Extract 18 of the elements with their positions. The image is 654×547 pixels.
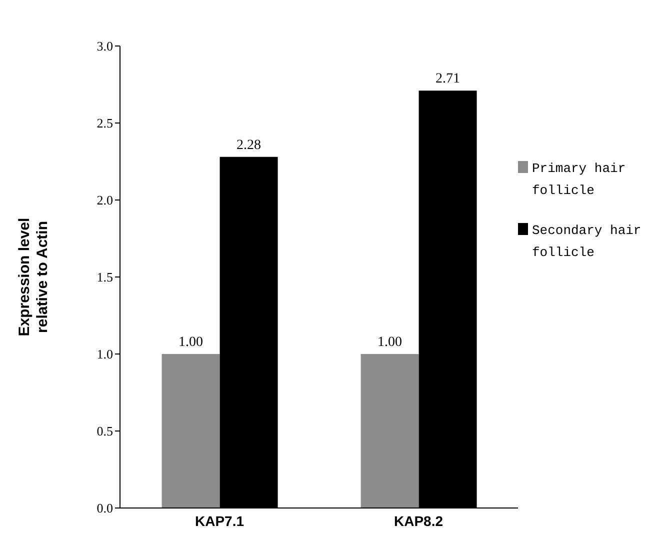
data-label: 1.00 <box>378 335 402 350</box>
bar <box>162 354 220 508</box>
y-tick-label: 0.5 <box>96 424 113 439</box>
legend-label: Secondary hair follicle <box>532 222 642 262</box>
y-axis-title: Expression level relative to Actin <box>16 218 51 336</box>
data-label: 2.28 <box>236 138 262 153</box>
data-label: 1.00 <box>178 335 204 350</box>
y-tick-label: 2.0 <box>96 192 113 208</box>
legend-label: Primary hair follicle <box>532 160 627 200</box>
y-tick-label: 3.0 <box>96 38 113 54</box>
y-tick-label: 0.0 <box>96 500 113 516</box>
x-tick-label: KAP7.1 <box>194 512 244 529</box>
y-tick-label: 1.0 <box>96 346 113 362</box>
data-label: 2.71 <box>436 72 460 87</box>
y-tick-label: 1.5 <box>96 270 113 285</box>
y-tick-label: 2.5 <box>96 116 113 131</box>
x-tick-label: KAP8.2 <box>394 512 444 529</box>
bar <box>360 354 419 508</box>
